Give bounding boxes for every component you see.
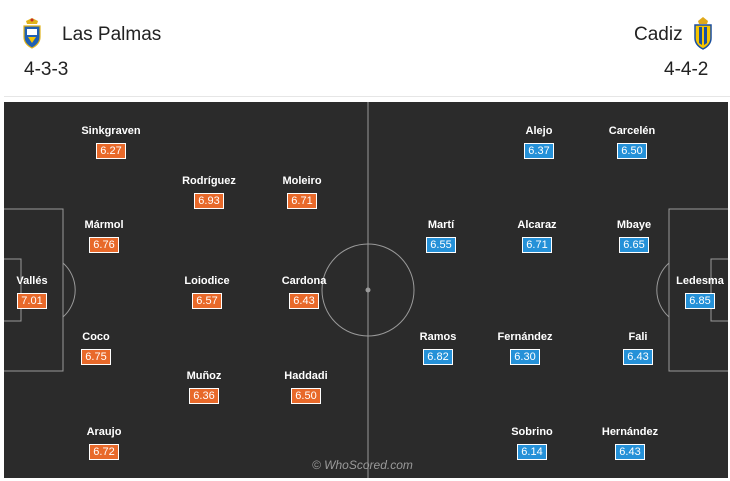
player-rating-badge: 6.36: [189, 388, 219, 404]
home-team-name: Las Palmas: [62, 24, 162, 45]
player-name: Ledesma: [676, 275, 724, 287]
player-rating-badge: 6.85: [685, 293, 715, 309]
away-player[interactable]: Mbaye 6.65: [589, 218, 679, 253]
player-name: Araujo: [86, 426, 122, 438]
player-rating-badge: 6.71: [522, 237, 552, 253]
away-player[interactable]: Fernández 6.30: [480, 330, 570, 365]
player-name: Ramos: [419, 331, 457, 343]
player-name: Fernández: [497, 331, 553, 343]
player-rating-badge: 6.71: [287, 193, 317, 209]
player-name: Sobrino: [511, 426, 553, 438]
match-header: Las Palmas 4-3-3 Cadiz 4-4-2: [0, 0, 730, 96]
player-rating-badge: 7.01: [17, 293, 47, 309]
player-rating-badge: 6.50: [291, 388, 321, 404]
player-rating-badge: 6.82: [423, 349, 453, 365]
player-rating-badge: 6.43: [615, 444, 645, 460]
player-name: Mármol: [84, 219, 124, 231]
player-name: Vallés: [16, 275, 48, 287]
home-player[interactable]: Loiodice 6.57: [162, 274, 252, 309]
home-player[interactable]: Sinkgraven 6.27: [66, 124, 156, 159]
player-rating-badge: 6.27: [96, 143, 126, 159]
home-player[interactable]: Moleiro 6.71: [257, 174, 347, 209]
away-player[interactable]: Sobrino 6.14: [487, 425, 577, 460]
home-player[interactable]: Rodríguez 6.93: [164, 174, 254, 209]
player-name: Mbaye: [616, 219, 652, 231]
home-player[interactable]: Cardona 6.43: [259, 274, 349, 309]
home-formation: 4-3-3: [24, 59, 69, 80]
away-formation: 4-4-2: [664, 59, 709, 80]
player-name: Alcaraz: [517, 219, 557, 231]
player-rating-badge: 6.30: [510, 349, 540, 365]
header-divider: [4, 96, 730, 97]
player-rating-badge: 6.43: [289, 293, 319, 309]
player-rating-badge: 6.55: [426, 237, 456, 253]
player-rating-badge: 6.43: [623, 349, 653, 365]
player-name: Fali: [628, 331, 648, 343]
pitch: Vallés 7.01 Mármol 6.76 Sinkgraven 6.27 Coco 6.…: [4, 102, 728, 478]
player-rating-badge: 6.76: [89, 237, 119, 253]
player-name: Coco: [82, 331, 110, 343]
player-name: Hernández: [601, 426, 659, 438]
player-name: Rodríguez: [182, 175, 236, 187]
player-name: Martí: [427, 219, 455, 231]
home-player[interactable]: Muñoz 6.36: [159, 369, 249, 404]
player-rating-badge: 6.14: [517, 444, 547, 460]
cadiz-crest-icon: [694, 17, 712, 50]
player-rating-badge: 6.72: [89, 444, 119, 460]
player-rating-badge: 6.75: [81, 349, 111, 365]
away-player[interactable]: Ledesma 6.85: [655, 274, 728, 309]
player-name: Moleiro: [282, 175, 322, 187]
player-name: Sinkgraven: [81, 125, 141, 137]
away-player[interactable]: Alejo 6.37: [494, 124, 584, 159]
away-player[interactable]: Hernández 6.43: [585, 425, 675, 460]
away-player[interactable]: Carcelén 6.50: [587, 124, 677, 159]
player-rating-badge: 6.37: [524, 143, 554, 159]
home-player[interactable]: Vallés 7.01: [4, 274, 77, 309]
player-name: Alejo: [525, 125, 553, 137]
away-player[interactable]: Alcaraz 6.71: [492, 218, 582, 253]
las-palmas-crest-icon: [23, 18, 41, 49]
player-name: Loiodice: [184, 275, 230, 287]
away-player[interactable]: Martí 6.55: [396, 218, 486, 253]
player-rating-badge: 6.57: [192, 293, 222, 309]
player-name: Carcelén: [608, 125, 656, 137]
home-player[interactable]: Coco 6.75: [51, 330, 141, 365]
away-team-name: Cadiz: [634, 24, 683, 45]
player-name: Haddadi: [284, 370, 328, 382]
player-rating-badge: 6.50: [617, 143, 647, 159]
player-rating-badge: 6.65: [619, 237, 649, 253]
player-rating-badge: 6.93: [194, 193, 224, 209]
pitch-markings: [4, 102, 728, 478]
away-player[interactable]: Fali 6.43: [593, 330, 683, 365]
home-player[interactable]: Haddadi 6.50: [261, 369, 351, 404]
watermark: © WhoScored.com: [312, 458, 413, 472]
player-name: Cardona: [281, 275, 327, 287]
home-player[interactable]: Araujo 6.72: [59, 425, 149, 460]
away-player[interactable]: Ramos 6.82: [393, 330, 483, 365]
player-name: Muñoz: [186, 370, 222, 382]
home-player[interactable]: Mármol 6.76: [59, 218, 149, 253]
